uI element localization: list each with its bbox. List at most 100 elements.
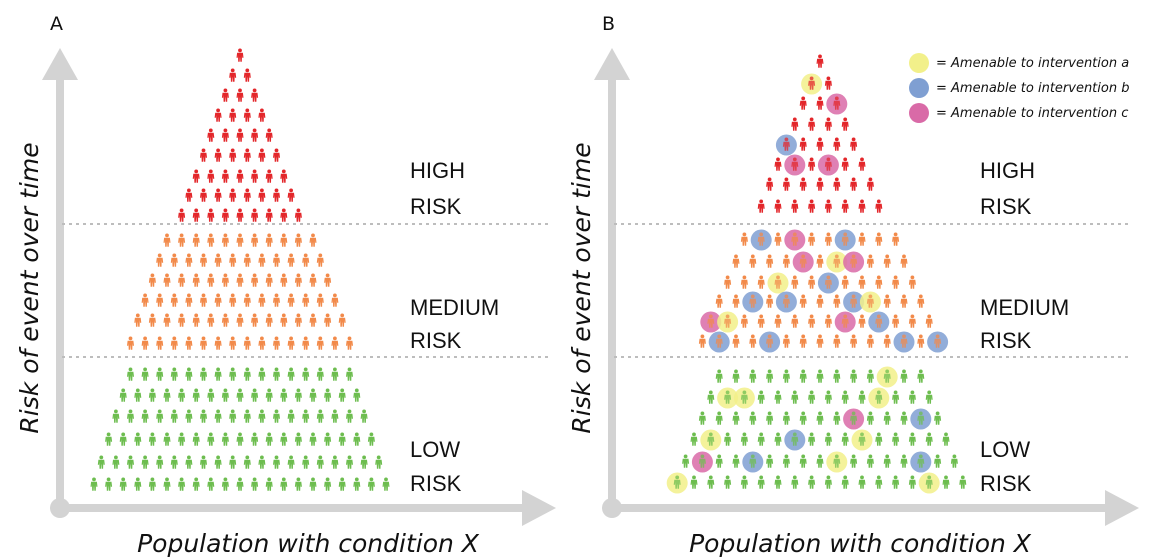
risk-label: MEDIUM xyxy=(410,295,499,320)
person-icon xyxy=(258,108,266,122)
person-icon xyxy=(236,388,244,402)
person-icon xyxy=(236,128,244,142)
person-icon xyxy=(816,254,824,268)
person-icon xyxy=(280,477,288,491)
person-icon xyxy=(808,432,816,446)
person-icon xyxy=(287,336,295,350)
person-icon xyxy=(141,293,149,307)
person-icon xyxy=(207,128,215,142)
person-icon xyxy=(141,409,149,423)
person-icon xyxy=(732,254,740,268)
person-icon xyxy=(112,409,120,423)
person-icon xyxy=(782,454,790,468)
person-icon xyxy=(309,273,317,287)
person-icon xyxy=(816,294,824,308)
person-icon xyxy=(866,254,874,268)
person-icon xyxy=(207,432,215,446)
person-icon xyxy=(207,477,215,491)
person-icon xyxy=(200,148,207,162)
person-icon xyxy=(698,411,706,425)
person-icon xyxy=(280,388,288,402)
person-icon xyxy=(808,157,816,171)
y-axis-label: Risk of event over time xyxy=(567,142,596,433)
person-icon xyxy=(229,293,237,307)
person-icon xyxy=(791,199,799,213)
person-icon xyxy=(367,432,375,446)
person-icon xyxy=(265,477,273,491)
person-icon xyxy=(324,432,332,446)
person-icon xyxy=(883,334,891,348)
person-icon xyxy=(170,336,178,350)
person-icon xyxy=(766,411,774,425)
person-icon xyxy=(900,454,908,468)
person-icon xyxy=(243,68,251,82)
person-icon xyxy=(163,388,171,402)
person-icon xyxy=(841,390,849,404)
person-icon xyxy=(178,313,186,327)
person-icon xyxy=(766,294,774,308)
risk-label: RISK xyxy=(410,471,462,496)
person-icon xyxy=(757,475,765,489)
person-icon xyxy=(273,409,280,423)
person-icon xyxy=(214,188,222,202)
person-icon xyxy=(707,390,715,404)
person-icon xyxy=(841,157,849,171)
person-icon xyxy=(824,76,832,90)
risk-label: RISK xyxy=(980,471,1032,496)
blue-circle-icon xyxy=(909,78,929,98)
person-icon xyxy=(900,369,908,383)
person-icon xyxy=(214,108,222,122)
population-pyramid xyxy=(666,54,967,494)
person-icon xyxy=(258,455,266,469)
person-icon xyxy=(207,208,215,222)
person-icon xyxy=(925,314,933,328)
person-icon xyxy=(331,367,339,381)
person-icon xyxy=(757,199,765,213)
legend-label: = Amenable to intervention a xyxy=(936,56,1129,71)
person-icon xyxy=(273,148,280,162)
person-icon xyxy=(148,313,156,327)
person-icon xyxy=(866,369,874,383)
person-icon xyxy=(236,88,244,102)
person-icon xyxy=(294,313,302,327)
person-icon xyxy=(309,233,317,247)
person-icon xyxy=(816,137,824,151)
risk-label-high: HIGH RISK xyxy=(980,158,1035,219)
person-icon xyxy=(280,169,288,183)
person-icon xyxy=(265,388,273,402)
person-icon xyxy=(353,432,361,446)
person-icon xyxy=(127,455,134,469)
person-icon xyxy=(236,233,244,247)
person-icon xyxy=(119,388,127,402)
person-icon xyxy=(200,409,207,423)
person-icon xyxy=(749,411,757,425)
person-icon xyxy=(799,369,807,383)
person-icon xyxy=(883,294,891,308)
person-icon xyxy=(316,336,324,350)
person-icon xyxy=(892,390,900,404)
person-icon xyxy=(367,477,375,491)
person-icon xyxy=(163,233,171,247)
person-icon xyxy=(824,232,832,246)
y-axis xyxy=(42,48,78,512)
person-icon xyxy=(782,177,790,191)
person-icon xyxy=(816,454,824,468)
person-icon xyxy=(178,208,186,222)
person-icon xyxy=(866,411,874,425)
person-icon xyxy=(90,477,98,491)
person-icon xyxy=(766,177,774,191)
person-icon xyxy=(280,273,288,287)
person-icon xyxy=(875,199,883,213)
person-icon xyxy=(816,96,824,110)
person-icon xyxy=(732,334,740,348)
person-icon xyxy=(243,336,251,350)
person-icon xyxy=(127,367,134,381)
person-icon xyxy=(185,188,193,202)
person-icon xyxy=(808,232,816,246)
person-icon xyxy=(917,334,925,348)
person-icon xyxy=(192,388,200,402)
person-icon xyxy=(791,314,799,328)
person-icon xyxy=(833,411,841,425)
person-icon xyxy=(360,409,368,423)
person-icon xyxy=(892,275,900,289)
